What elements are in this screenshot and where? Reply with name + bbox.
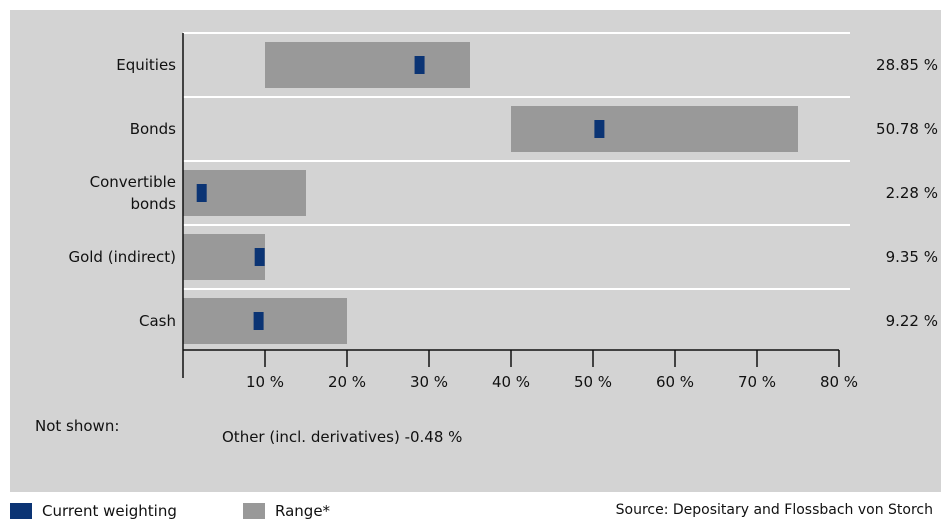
current-weighting-marker	[196, 184, 207, 202]
range-bar	[265, 42, 470, 88]
current-weighting-marker	[414, 56, 425, 74]
value-label: 9.22 %	[886, 312, 938, 330]
x-tick-label: 10 %	[246, 373, 284, 391]
source-note: Source: Depositary and Flossbach von Sto…	[615, 502, 933, 518]
range-bar	[511, 106, 798, 152]
range-bar	[183, 298, 347, 344]
legend-range: Range*	[243, 500, 330, 522]
category-label: Cash	[139, 312, 176, 330]
legend-range-label: Range*	[275, 502, 331, 520]
range-bar	[183, 234, 265, 280]
legend-range-swatch	[243, 503, 265, 519]
category-label: Convertible bonds	[90, 173, 177, 213]
x-tick-label: 60 %	[656, 373, 694, 391]
allocation-chart: Not shown: Other (incl. derivatives) -0.…	[35, 32, 938, 446]
value-label: 2.28 %	[886, 184, 938, 202]
category-label: Bonds	[130, 120, 176, 138]
x-tick-label: 80 %	[820, 373, 858, 391]
current-weighting-marker	[594, 120, 605, 138]
legend-current-label: Current weighting	[42, 502, 177, 520]
value-label: 50.78 %	[876, 120, 938, 138]
current-weighting-marker	[253, 312, 264, 330]
not-shown-label: Not shown:	[35, 417, 119, 435]
not-shown-text: Other (incl. derivatives) -0.48 %	[222, 428, 462, 446]
chart-panel	[10, 10, 941, 492]
x-tick-label: 20 %	[328, 373, 366, 391]
x-tick-label: 50 %	[574, 373, 612, 391]
x-tick-label: 30 %	[410, 373, 448, 391]
value-label: 28.85 %	[876, 56, 938, 74]
value-label: 9.35 %	[886, 248, 938, 266]
x-tick-label: 70 %	[738, 373, 776, 391]
current-weighting-marker	[254, 248, 265, 266]
category-label: Gold (indirect)	[68, 248, 176, 266]
legend-current-swatch	[10, 503, 32, 519]
category-label: Equities	[116, 56, 176, 74]
legend-current: Current weighting	[10, 500, 177, 522]
x-tick-label: 40 %	[492, 373, 530, 391]
